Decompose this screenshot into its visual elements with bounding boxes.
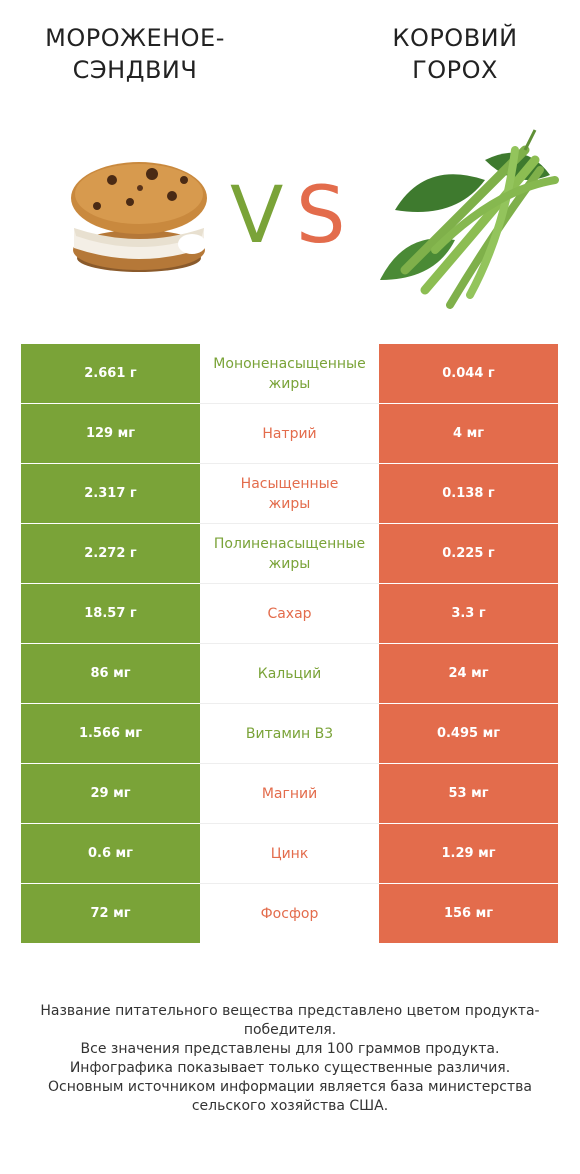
table-row: 18.57 г Сахар 3.3 г	[21, 584, 558, 644]
left-value: 72 мг	[21, 884, 200, 944]
right-value: 0.044 г	[379, 344, 558, 404]
nutrient-name: Фосфор	[200, 884, 379, 944]
table-row: 1.566 мг Витамин B3 0.495 мг	[21, 704, 558, 764]
vs-s-letter: S	[296, 171, 346, 261]
nutrient-name: Насыщенные жиры	[200, 464, 379, 524]
left-value: 18.57 г	[21, 584, 200, 644]
table-row: 72 мг Фосфор 156 мг	[21, 884, 558, 944]
left-value: 2.272 г	[21, 524, 200, 584]
nutrient-name: Натрий	[200, 404, 379, 464]
right-value: 4 мг	[379, 404, 558, 464]
cowpea-beans-image	[380, 129, 559, 309]
right-value: 156 мг	[379, 884, 558, 944]
table-row: 2.661 г Мононенасыщенные жиры 0.044 г	[21, 344, 558, 404]
right-value: 1.29 мг	[379, 824, 558, 884]
left-value: 29 мг	[21, 764, 200, 824]
table-row: 2.272 г Полиненасыщенные жиры 0.225 г	[21, 524, 558, 584]
nutrient-name: Сахар	[200, 584, 379, 644]
right-product-title: КОРОВИЙ ГОРОХ	[392, 24, 518, 84]
left-value: 0.6 мг	[21, 824, 200, 884]
footer-line: Основным источником информации является …	[48, 1079, 532, 1114]
vs-v-letter: V	[230, 171, 284, 261]
footer-line: Название питательного вещества представл…	[40, 1003, 540, 1038]
nutrient-name: Магний	[200, 764, 379, 824]
right-value: 0.225 г	[379, 524, 558, 584]
table-row: 0.6 мг Цинк 1.29 мг	[21, 824, 558, 884]
footer-line: Все значения представлены для 100 граммо…	[80, 1041, 500, 1057]
left-product-title: МОРОЖЕНОЕ- СЭНДВИЧ	[45, 24, 225, 84]
nutrient-name: Полиненасыщенные жиры	[200, 524, 379, 584]
nutrient-name: Витамин B3	[200, 704, 379, 764]
right-value: 0.138 г	[379, 464, 558, 524]
left-value: 86 мг	[21, 644, 200, 704]
left-value: 2.317 г	[21, 464, 200, 524]
table-row: 86 мг Кальций 24 мг	[21, 644, 558, 704]
nutrient-name: Цинк	[200, 824, 379, 884]
nutrient-comparison-table: 2.661 г Мононенасыщенные жиры 0.044 г 129 м…	[21, 344, 558, 944]
table-row: 29 мг Магний 53 мг	[21, 764, 558, 824]
nutrient-name: Мононенасыщенные жиры	[200, 344, 379, 404]
right-value: 53 мг	[379, 764, 558, 824]
table-row: 129 мг Натрий 4 мг	[21, 404, 558, 464]
footer-notes: Название питательного вещества представл…	[20, 1002, 560, 1116]
right-value: 0.495 мг	[379, 704, 558, 764]
left-value: 1.566 мг	[21, 704, 200, 764]
ice-cream-sandwich-image	[71, 162, 207, 272]
left-value: 2.661 г	[21, 344, 200, 404]
table-row: 2.317 г Насыщенные жиры 0.138 г	[21, 464, 558, 524]
nutrient-name: Кальций	[200, 644, 379, 704]
right-value: 3.3 г	[379, 584, 558, 644]
footer-line: Инфографика показывает только существенн…	[69, 1060, 511, 1076]
right-value: 24 мг	[379, 644, 558, 704]
left-value: 129 мг	[21, 404, 200, 464]
